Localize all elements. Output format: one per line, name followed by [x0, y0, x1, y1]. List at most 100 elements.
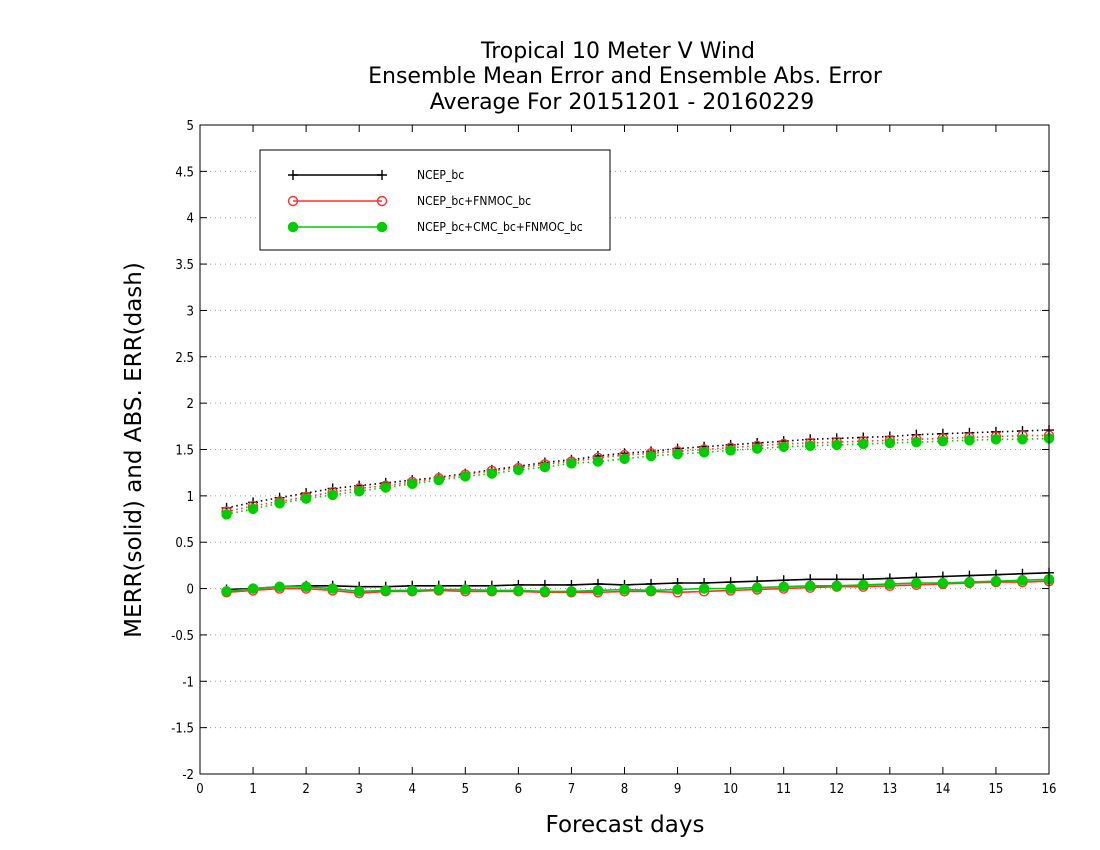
abs-error-point — [221, 509, 232, 520]
x-tick-label: 0 — [196, 782, 203, 797]
x-tick-label: 7 — [568, 782, 575, 797]
abs-error-point — [380, 482, 391, 493]
y-tick-label: 3.5 — [175, 258, 194, 273]
mean-error-point — [645, 585, 657, 596]
mean-error-point — [513, 585, 524, 596]
mean-error-point — [486, 585, 498, 596]
mean-error-point — [300, 581, 312, 592]
abs-error-point — [486, 468, 498, 479]
y-axis-label: MERR(solid) and ABS. ERR(dash) — [121, 262, 147, 638]
mean-error-point — [990, 575, 1002, 587]
abs-error-point — [725, 445, 736, 456]
legend-marker — [287, 195, 299, 207]
abs-error-point — [804, 440, 816, 452]
mean-error-point — [911, 577, 922, 589]
mean-error-point — [804, 580, 816, 592]
abs-error-point — [698, 447, 710, 458]
mean-error-point — [751, 582, 763, 593]
mean-error-point — [619, 584, 630, 595]
x-tick-label: 14 — [935, 782, 950, 797]
mean-error-point — [380, 585, 391, 596]
mean-error-point — [1017, 574, 1028, 586]
legend-item: NCEP_bc — [288, 168, 464, 182]
abs-error-point — [831, 439, 842, 451]
mean-error-point — [353, 586, 365, 597]
y-tick-label: -1.5 — [171, 722, 194, 737]
y-tick-label: -2 — [182, 768, 194, 783]
abs-error-point — [274, 498, 285, 509]
axis-ticks: -2-1.5-1-0.500.511.522.533.544.550 1 2 3 4 5 6… — [171, 119, 1056, 797]
mean-error-point — [964, 576, 975, 588]
y-tick-label: 0.5 — [175, 536, 194, 551]
mean-error-point — [460, 584, 471, 595]
mean-error-point — [937, 577, 949, 589]
x-tick-label: 11 — [776, 782, 791, 797]
y-tick-label: 4 — [187, 212, 194, 227]
abs-error-point — [513, 464, 524, 476]
y-tick-label: 1 — [187, 490, 194, 505]
mean-error-point — [831, 580, 842, 592]
x-tick-label: 16 — [1042, 782, 1057, 797]
abs-error-point — [433, 474, 445, 486]
abs-error-point — [539, 461, 551, 473]
mean-error-point — [433, 584, 445, 595]
x-tick-label: 15 — [988, 782, 1003, 797]
mean-error-point — [274, 581, 285, 592]
abs-error-point — [300, 493, 312, 504]
x-tick-label: 12 — [829, 782, 844, 797]
abs-error-line — [226, 429, 1050, 509]
legend-marker — [287, 221, 299, 233]
x-tick-label: 1 — [249, 782, 256, 797]
mean-error-point — [858, 579, 869, 591]
abs-error-point — [327, 489, 338, 501]
mean-error-point — [327, 583, 338, 594]
mean-error-point — [592, 585, 604, 596]
abs-error-point — [566, 458, 577, 469]
mean-error-point — [247, 583, 259, 594]
legend-item: NCEP_bc+FNMOC_bc — [287, 194, 531, 208]
mean-error-point — [698, 583, 710, 594]
abs-error-point — [778, 441, 789, 452]
abs-error-point — [990, 434, 1002, 445]
x-tick-label: 3 — [355, 782, 362, 797]
abs-error-point — [1017, 434, 1028, 445]
x-tick-label: 8 — [621, 782, 628, 797]
legend-marker — [376, 195, 388, 207]
abs-error-point — [884, 437, 896, 449]
mean-error-point — [221, 586, 232, 597]
legend-label: NCEP_bc — [417, 168, 464, 182]
chart-title-line-3: Average For 20151201 - 20160229 — [430, 90, 815, 115]
abs-error-point — [247, 503, 259, 515]
abs-error-point — [592, 456, 604, 467]
y-tick-label: 4.5 — [175, 165, 194, 180]
abs-error-point — [937, 435, 949, 447]
legend-marker — [288, 170, 298, 180]
x-tick-label: 13 — [882, 782, 897, 797]
legend: NCEP_bc NCEP_bc+FNMOC_bc NCEP_bc+CMC_bc+FN… — [259, 149, 611, 251]
y-tick-label: 0 — [187, 583, 194, 598]
legend-box — [259, 149, 611, 251]
y-tick-label: -1 — [182, 675, 194, 690]
legend-label: NCEP_bc+CMC_bc+FNMOC_bc — [417, 220, 583, 234]
series-layer — [221, 425, 1055, 599]
abs-error-point — [751, 443, 763, 454]
abs-error-point — [460, 471, 471, 482]
mean-error-point — [407, 585, 418, 596]
legend-label: NCEP_bc+FNMOC_bc — [417, 194, 531, 208]
legend-item: NCEP_bc+CMC_bc+FNMOC_bc — [287, 220, 583, 234]
mean-error-point — [566, 586, 577, 597]
abs-error-point — [911, 436, 922, 448]
mean-error-point — [725, 583, 736, 594]
y-tick-label: -0.5 — [171, 629, 194, 644]
abs-error-point — [645, 450, 657, 462]
chart-title-line-1: Tropical 10 Meter V Wind — [480, 39, 755, 64]
mean-error-point — [884, 578, 896, 590]
y-tick-label: 5 — [187, 119, 194, 134]
mean-error-point — [778, 581, 789, 592]
legend-items: NCEP_bc NCEP_bc+FNMOC_bc NCEP_bc+CMC_bc+FN… — [287, 168, 583, 234]
abs-error-point — [964, 434, 975, 446]
abs-error-point — [353, 485, 365, 497]
chart-title-line-2: Ensemble Mean Error and Ensemble Abs. Er… — [368, 64, 883, 89]
mean-error-point — [539, 586, 551, 597]
